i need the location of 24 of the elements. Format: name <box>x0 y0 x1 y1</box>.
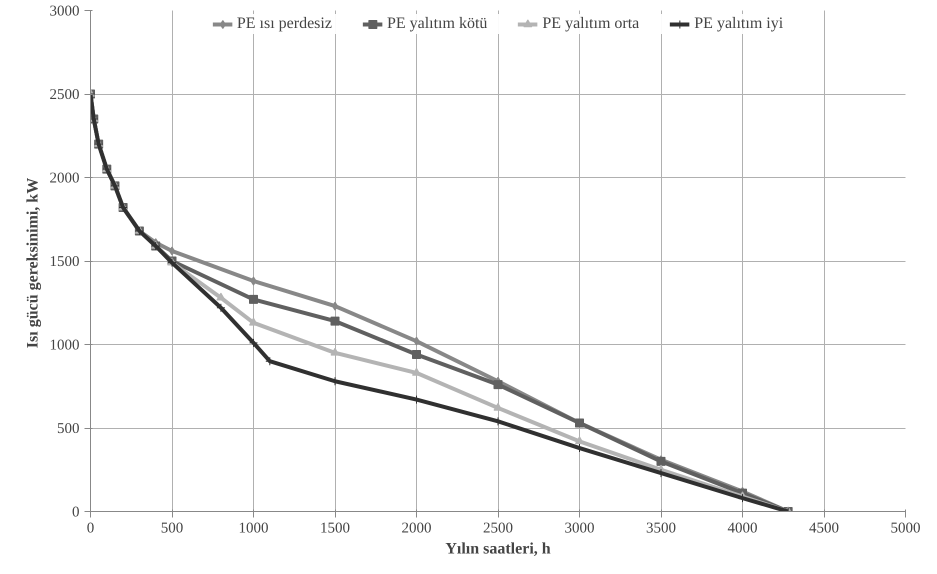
y-tick-label: 0 <box>72 504 80 520</box>
x-tick-label: 0 <box>86 520 94 536</box>
x-tick-label: 1500 <box>320 520 350 536</box>
x-tick-label: 500 <box>160 520 184 536</box>
y-tick-label: 500 <box>57 421 80 437</box>
y-axis-title: Isı gücü gereksinimi, kW <box>24 178 42 348</box>
y-tick-label: 2000 <box>50 170 80 186</box>
legend-label: PE ısı perdesiz <box>236 15 332 33</box>
y-tick-label: 2500 <box>50 87 80 103</box>
x-tick-label: 3000 <box>564 520 594 536</box>
x-tick-label: 1000 <box>238 520 268 536</box>
x-tick-label: 3500 <box>646 520 676 536</box>
x-tick-label: 2500 <box>483 520 513 536</box>
x-tick-label: 4000 <box>728 520 758 536</box>
y-tick-label: 1000 <box>50 338 80 354</box>
legend-label: PE yalıtım iyi <box>694 15 784 33</box>
legend-label: PE yalıtım orta <box>542 15 640 33</box>
x-tick-label: 4500 <box>809 520 839 536</box>
legend-label: PE yalıtım kötü <box>386 15 488 33</box>
y-tick-label: 3000 <box>50 4 80 20</box>
x-tick-label: 2000 <box>402 520 432 536</box>
x-axis-title: Yılın saatleri, h <box>445 540 551 558</box>
y-tick-label: 1500 <box>50 254 80 270</box>
x-tick-label: 5000 <box>890 520 920 536</box>
